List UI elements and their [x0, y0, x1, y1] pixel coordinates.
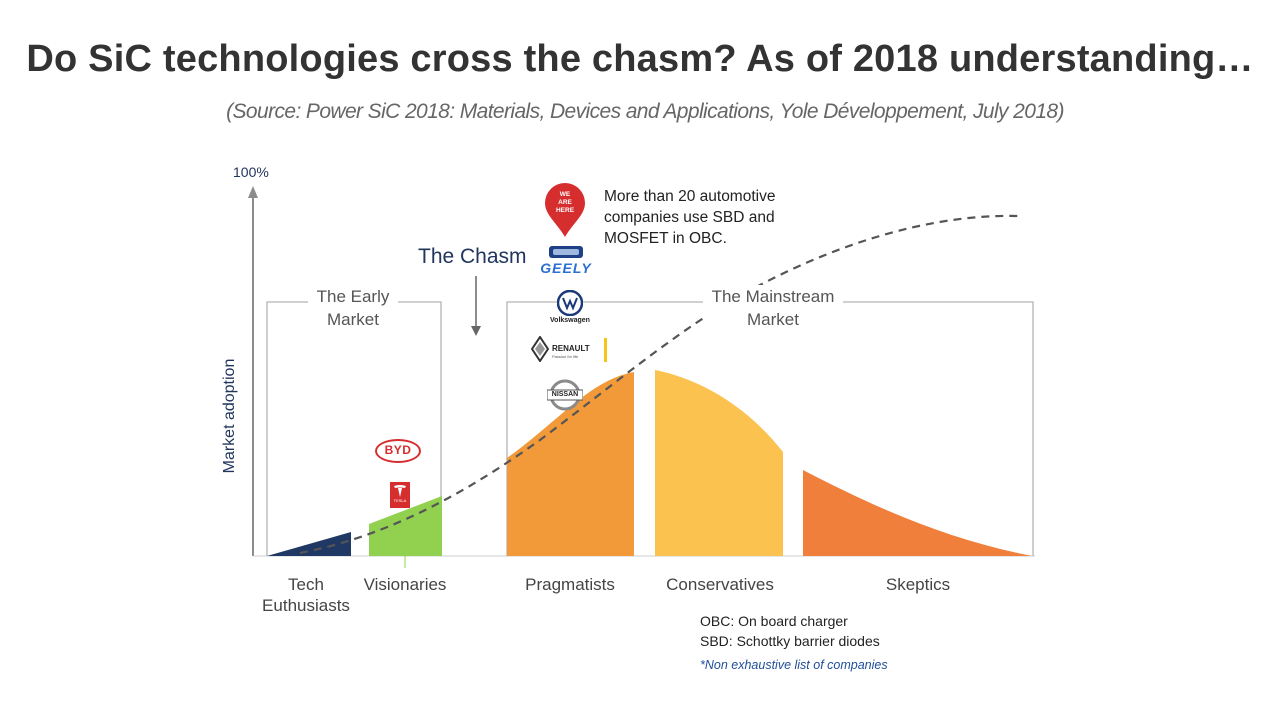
early-market-label: The Early Market — [308, 285, 398, 331]
segment-label-conservatives: Conservatives — [666, 575, 774, 594]
renault-accent-bar — [604, 338, 607, 362]
renault-emblem-icon — [531, 336, 549, 362]
we-are-here-marker: WE ARE HERE — [545, 183, 585, 237]
geely-logo: GEELY — [533, 244, 599, 278]
legend-obc: OBC: On board charger — [700, 613, 848, 629]
volkswagen-emblem-icon — [557, 290, 583, 316]
segment-skeptics — [803, 470, 1032, 556]
segment-pragmatists — [507, 372, 634, 556]
segment-label-tech-enthusiasts: Tech Euthusiasts — [262, 575, 350, 615]
slide-title: Do SiC technologies cross the chasm? As … — [26, 38, 1254, 80]
byd-logo: BYD — [375, 439, 421, 463]
y-axis-arrowhead — [248, 186, 258, 198]
legend-note: *Non exhaustive list of companies — [700, 658, 888, 672]
volkswagen-logo: Volkswagen — [540, 290, 600, 330]
marker-text-are: ARE — [558, 199, 572, 206]
legend-sbd: SBD: Schottky barrier diodes — [700, 633, 880, 649]
geely-emblem-icon — [549, 246, 583, 258]
segment-conservatives — [655, 370, 783, 556]
tesla-emblem-icon — [394, 485, 406, 497]
slide-subtitle: (Source: Power SiC 2018: Materials, Devi… — [226, 100, 1064, 123]
marker-text-we: WE — [560, 191, 571, 198]
tesla-logo: TESLA — [390, 482, 410, 508]
y-axis-top-label: 100% — [233, 164, 269, 180]
marker-text-here: HERE — [556, 207, 575, 214]
segment-label-pragmatists: Pragmatists — [525, 575, 615, 594]
callout-text: More than 20 automotive companies use SB… — [604, 188, 776, 247]
renault-logo: RENAULT Passion for life — [531, 336, 603, 364]
nissan-logo: NISSAN — [546, 377, 584, 413]
y-axis-label: Market adoption — [221, 358, 238, 474]
segment-tech-enthusiasts — [267, 532, 351, 556]
chasm-label: The Chasm — [418, 245, 527, 268]
segment-label-skeptics: Skeptics — [885, 575, 951, 594]
adoption-curve — [299, 214, 1019, 555]
segment-label-visionaries: Visionaries — [363, 575, 447, 594]
chasm-arrowhead — [471, 326, 481, 336]
mainstream-market-label: The Mainstream Market — [703, 285, 843, 331]
